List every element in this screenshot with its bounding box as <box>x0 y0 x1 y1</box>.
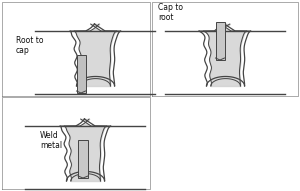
Text: Weld
metal: Weld metal <box>40 131 62 150</box>
Text: Root to
cap: Root to cap <box>16 36 44 55</box>
Bar <box>78 140 88 178</box>
Text: Cap to
root: Cap to root <box>158 3 183 22</box>
Bar <box>215 22 224 60</box>
Bar <box>76 55 85 93</box>
